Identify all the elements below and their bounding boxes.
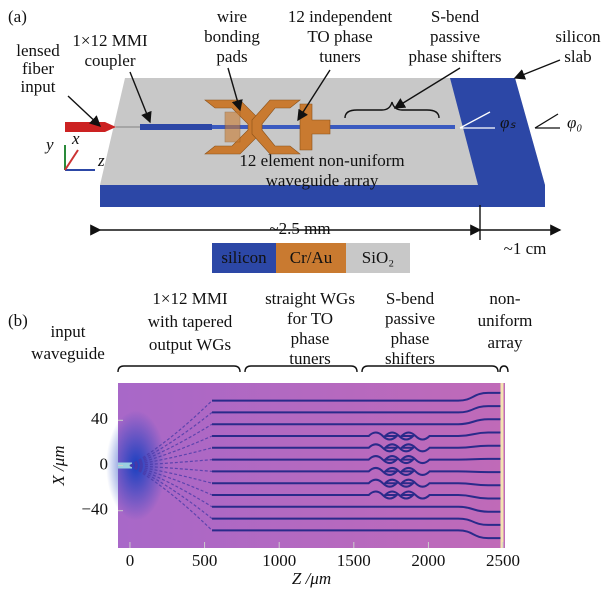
x-tick-label: 0 [126, 551, 135, 570]
text-line: slab [564, 47, 591, 66]
text-line: passive [430, 27, 480, 46]
legend-label: Cr/Au [290, 248, 333, 267]
text-line: 12 independent [288, 7, 393, 26]
legend-label: SiO₂ [362, 248, 394, 267]
legend-label: silicon [221, 248, 267, 267]
y-tick-label: −40 [81, 500, 108, 519]
field-background [118, 383, 505, 548]
text-line: 1×12 MMI [72, 31, 148, 50]
text-line: uniform [478, 311, 533, 330]
y-tick-label: 0 [100, 454, 109, 473]
y-tick-label: 40 [91, 409, 108, 428]
text-line: TO phase [307, 27, 372, 46]
angle-label: φₛ [500, 113, 516, 132]
section-label: 1×12 MMI with tapered output WGs [148, 289, 233, 354]
axis-label: x [71, 129, 80, 148]
y-axis-title: X /μm [49, 445, 68, 486]
angle-label: φ₀ [567, 113, 582, 132]
x-tick-label: 1000 [262, 551, 296, 570]
dimension: ~2.5 mm [269, 219, 330, 238]
text-line: output WGs [149, 335, 231, 354]
x-tick-label: 2500 [486, 551, 520, 570]
text-line: coupler [85, 51, 136, 70]
text-line: bonding [204, 27, 260, 46]
panel-label: (a) [8, 7, 27, 26]
section-label: input waveguide [31, 322, 105, 363]
x-tick-label: 1500 [337, 551, 371, 570]
axis-label: y [44, 135, 54, 154]
text-line: S-bend [386, 289, 435, 308]
text-line: 12 element non-uniform [239, 151, 404, 170]
text-line: tuners [289, 349, 331, 368]
text-line: phase [391, 329, 430, 348]
text-line: phase shifters [408, 47, 501, 66]
text-line: lensed [16, 41, 60, 60]
text-line: straight WGs [265, 289, 355, 308]
axis-label: z [97, 151, 105, 170]
text-line: silicon [555, 27, 601, 46]
x-axis-title: Z /μm [292, 569, 331, 588]
text-line: 1×12 MMI [152, 289, 228, 308]
section-label: non-uniform array [478, 289, 533, 352]
dimension: ~1 cm [504, 239, 547, 258]
text-line: for TO [287, 309, 333, 328]
text-line: fiber [22, 59, 54, 78]
text-line: shifters [385, 349, 435, 368]
text-line: non- [489, 289, 521, 308]
text-line: waveguide [31, 344, 105, 363]
text-line: wire [217, 7, 247, 26]
text-line: phase [291, 329, 330, 348]
panel-label: (b) [8, 311, 28, 330]
text-line: tuners [319, 47, 361, 66]
text-line: pads [216, 47, 247, 66]
text-line: passive [385, 309, 435, 328]
text-line: with tapered [148, 312, 233, 331]
x-tick-label: 2000 [411, 551, 445, 570]
text-line: input [21, 77, 56, 96]
text-line: input [51, 322, 86, 341]
figure: 0 500 1000 1500 2000 2500 40 0 −40 Z /μm X /μm (a)… [0, 0, 615, 592]
text-line: waveguide array [266, 171, 379, 190]
simulation-plot: 0 500 1000 1500 2000 2500 40 0 −40 Z /μm X /μm [49, 383, 520, 588]
x-tick-label: 500 [192, 551, 218, 570]
text-line: array [488, 333, 523, 352]
text-line: S-bend [431, 7, 480, 26]
